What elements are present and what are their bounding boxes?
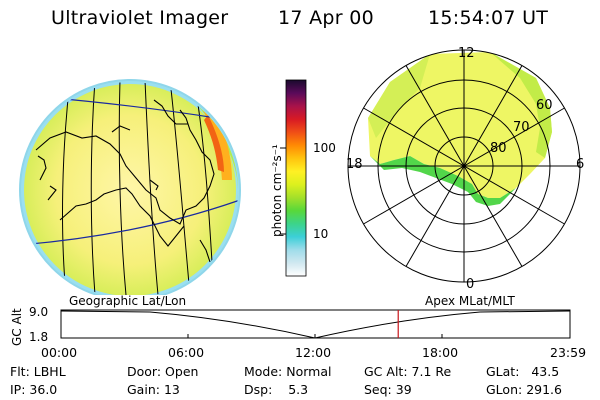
- color-tick-10: 10: [313, 227, 329, 241]
- gain-value: 13: [163, 382, 180, 397]
- dsp-label: Dsp:: [244, 382, 273, 397]
- timeline-y-top: 9.0: [29, 305, 49, 319]
- timeline-frame: [60, 309, 571, 339]
- mlt-label-0: 0: [466, 277, 475, 292]
- glon-label: GLon:: [486, 382, 523, 397]
- info-flt: Flt: LBHL: [10, 364, 66, 379]
- door-label: Door:: [127, 364, 162, 379]
- image-date: 17 Apr 00: [278, 7, 375, 29]
- dawn-emission: [490, 52, 552, 158]
- flt-value: LBHL: [33, 364, 66, 379]
- mlt-label-12: 12: [458, 46, 475, 61]
- info-dsp: Dsp: 5.3: [244, 382, 308, 397]
- mlat-label-70: 70: [513, 120, 530, 135]
- color-scale-unit: photon cm⁻²s⁻¹: [270, 144, 284, 237]
- dsp-value: 5.3: [288, 382, 309, 397]
- mlt-label-18: 18: [346, 157, 363, 172]
- gain-label: Gain:: [127, 382, 160, 397]
- timeline-right-title: Apex MLat/MLT: [425, 294, 515, 308]
- time-tick-0600: 06:00: [168, 345, 205, 360]
- time-tick-0000: 00:00: [41, 345, 78, 360]
- time-tick-1800: 18:00: [422, 345, 459, 360]
- info-ip: IP: 36.0: [10, 382, 57, 397]
- limb-peak: [204, 115, 224, 172]
- gcalt-label: GC Alt:: [364, 364, 408, 379]
- altitude-curve: [60, 310, 571, 339]
- glat-label: GLat:: [486, 364, 520, 379]
- mlt-label-6: 6: [576, 157, 585, 172]
- info-glat: GLat: 43.5: [486, 364, 559, 379]
- mlat-label-80: 80: [490, 141, 507, 156]
- info-mode: Mode: Normal: [244, 364, 332, 379]
- timeline-ticks: [187, 334, 443, 338]
- time-tick-1200: 12:00: [295, 345, 332, 360]
- mode-label: Mode:: [244, 364, 283, 379]
- ip-value: 36.0: [29, 382, 58, 397]
- mode-value: Normal: [286, 364, 332, 379]
- timeline-left-title: Geographic Lat/Lon: [69, 294, 187, 308]
- info-door: Door: Open: [127, 364, 198, 379]
- polar-mlt-plot: [347, 49, 581, 283]
- color-tick-100: 100: [313, 141, 336, 155]
- flt-label: Flt:: [10, 364, 30, 379]
- color-scale-fill: [285, 79, 307, 277]
- glon-value: 291.6: [526, 382, 562, 397]
- info-seq: Seq: 39: [364, 382, 412, 397]
- instrument-title: Ultraviolet Imager: [51, 7, 229, 29]
- earth-uv-image: [19, 79, 241, 295]
- time-tick-2359: 23:59: [550, 345, 587, 360]
- door-value: Open: [165, 364, 199, 379]
- info-gain: Gain: 13: [127, 382, 180, 397]
- gcalt-value: 7.1 Re: [411, 364, 452, 379]
- polar-grid: [347, 49, 581, 283]
- seq-value: 39: [395, 382, 412, 397]
- info-glon: GLon: 291.6: [486, 382, 562, 397]
- earth-disk: [24, 84, 236, 295]
- info-gc-alt: GC Alt: 7.1 Re: [364, 364, 451, 379]
- timeline-y-bottom: 1.8: [29, 330, 49, 344]
- glat-value: 43.5: [531, 364, 560, 379]
- dusk-emission: [368, 54, 430, 138]
- mlat-label-60: 60: [536, 98, 553, 113]
- ip-label: IP:: [10, 382, 26, 397]
- seq-label: Seq:: [364, 382, 392, 397]
- coastlines: [35, 99, 215, 263]
- color-scale-bar: [280, 79, 307, 277]
- image-time: 15:54:07 UT: [428, 7, 549, 29]
- altitude-timeline: [60, 309, 571, 339]
